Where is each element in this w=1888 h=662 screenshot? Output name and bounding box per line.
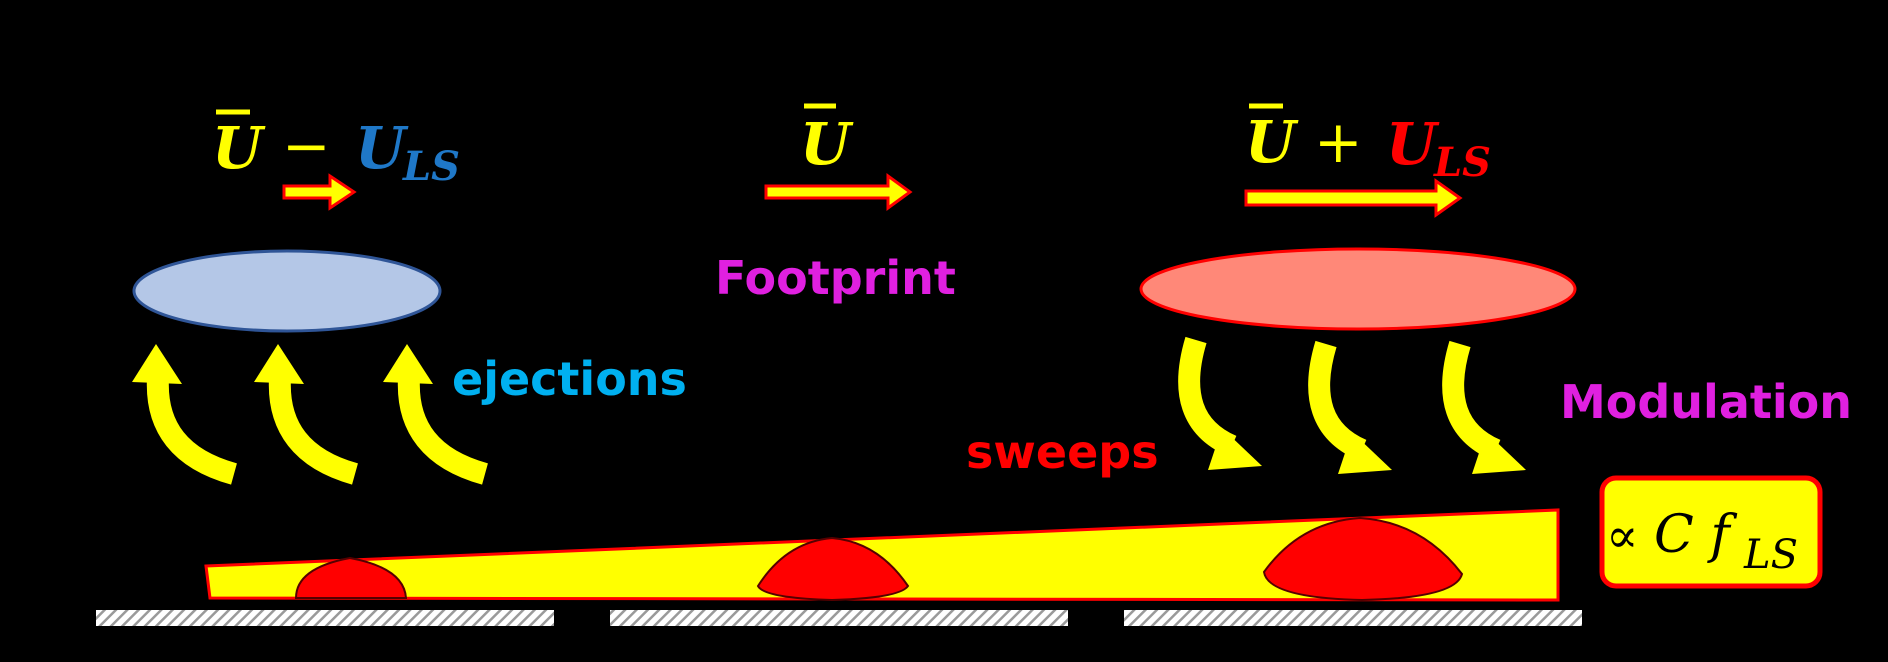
cf-subscript: LS — [1743, 532, 1798, 578]
curved-arrow-down-icon — [1308, 340, 1392, 474]
hatched-wall-icon — [1124, 610, 1582, 626]
left-minus-sign: − — [282, 112, 331, 180]
hatched-wall-icon — [96, 610, 554, 626]
ejection-arrows — [132, 344, 489, 485]
right-velocity-label: U + U LS — [1245, 103, 1491, 186]
arrow-right-icon — [282, 173, 357, 211]
middle-velocity-label: U — [800, 103, 854, 178]
curved-arrow-down-icon — [1442, 340, 1526, 474]
left-ubar-symbol: U — [212, 114, 266, 182]
sweeps-label: sweeps — [966, 425, 1159, 479]
curved-arrow-up-icon — [254, 344, 359, 485]
sweep-arrows — [1178, 336, 1526, 474]
medium-footprint-bump — [756, 536, 910, 602]
right-plus-sign: + — [1314, 108, 1363, 176]
small-footprint-bump — [294, 556, 408, 599]
hatched-wall-icon — [610, 610, 1068, 626]
arrow-right-icon — [1244, 178, 1463, 218]
arrow-right-icon — [764, 173, 913, 211]
right-uls-subscript: LS — [1433, 139, 1491, 186]
curved-arrow-up-icon — [383, 344, 489, 485]
ejections-label: ejections — [452, 352, 687, 406]
right-uls-symbol: U — [1386, 110, 1440, 178]
curved-arrow-down-icon — [1178, 336, 1262, 470]
skin-friction-wedge — [204, 508, 1560, 602]
left-velocity-label: U − U LS — [212, 109, 460, 190]
cf-symbol: C f — [1654, 505, 1737, 565]
middle-ubar-symbol: U — [800, 110, 854, 178]
propto-symbol: ∝ — [1606, 508, 1638, 564]
right-ubar-symbol: U — [1245, 108, 1299, 176]
curved-arrow-up-icon — [132, 344, 238, 485]
footprint-label: Footprint — [715, 251, 956, 305]
left-uls-subscript: LS — [402, 143, 460, 190]
modulation-label: Modulation — [1560, 375, 1852, 429]
left-uls-symbol: U — [355, 114, 409, 182]
low-speed-ellipse — [132, 249, 442, 333]
high-speed-ellipse — [1139, 247, 1577, 331]
proportional-box — [1599, 475, 1823, 589]
large-footprint-bump — [1262, 516, 1464, 602]
